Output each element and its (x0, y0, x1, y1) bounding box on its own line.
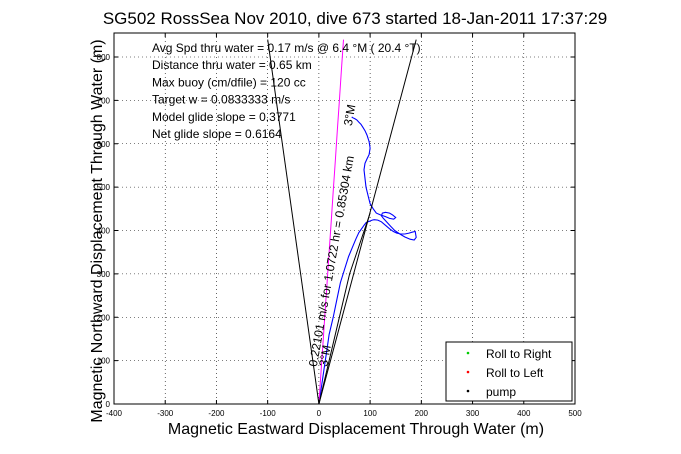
x-tick-label: 100 (363, 409, 377, 418)
legend: Roll to Right Roll to Left pump (445, 341, 573, 402)
y-axis-label: Magnetic Northward Displacement Through … (89, 39, 106, 422)
stats-annotations: Avg Spd thru water = 0.17 m/s @ 6.4 °M (… (152, 41, 421, 141)
stats-line: Distance thru water = 0.65 km (152, 58, 312, 72)
series-line-wedge-left (267, 39, 320, 405)
y-tick-label: 500 (97, 183, 111, 192)
y-tick-label: 100 (97, 357, 111, 366)
x-tick-label: -300 (157, 409, 174, 418)
stats-line: Net glide slope = 0.6164 (152, 127, 282, 141)
x-tick-label: 0 (317, 409, 322, 418)
y-tick-label: 200 (97, 313, 111, 322)
axes-frame (113, 32, 576, 405)
track-annotation: 3°M (316, 344, 334, 368)
x-tick-label: -100 (260, 409, 277, 418)
x-tick-label: -200 (208, 409, 225, 418)
legend-label: Roll to Right (486, 347, 552, 361)
x-tick-label: 500 (568, 409, 582, 418)
series-line-track-overlay (318, 39, 344, 405)
axes: -400 -300 -200 -100 0 100 200 300 400 500 0 100 200 3… (97, 32, 582, 418)
series-layer (267, 39, 417, 405)
stats-line: Target w = 0.0833333 m/s (152, 93, 290, 107)
legend-marker (466, 351, 470, 355)
y-tick-label: 800 (97, 53, 111, 62)
series-line-heading-line (318, 212, 371, 405)
track-annotation: 3°M (341, 103, 359, 127)
x-tick-label: 300 (466, 409, 480, 418)
legend-label: pump (486, 385, 516, 399)
x-tick-label: 200 (415, 409, 429, 418)
x-tick-label: -400 (106, 409, 123, 418)
legend-label: Roll to Left (486, 366, 544, 380)
x-axis-label: Magnetic Eastward Displacement Through W… (168, 421, 544, 438)
stats-line: Avg Spd thru water = 0.17 m/s @ 6.4 °M (… (152, 41, 421, 55)
chart-title: SG502 RossSea Nov 2010, dive 673 started… (103, 9, 607, 28)
y-tick-label: 300 (97, 270, 111, 279)
legend-marker (466, 389, 470, 393)
grid-lines (114, 33, 575, 404)
stats-line: Model glide slope = 0.3771 (152, 110, 296, 124)
x-tick-label: 400 (517, 409, 531, 418)
legend-marker (466, 370, 470, 374)
y-tick-label: 0 (106, 400, 111, 409)
stats-line: Max buoy (cm/dfile) = 120 cc (152, 75, 306, 89)
y-tick-label: 400 (97, 227, 111, 236)
y-tick-label: 700 (97, 96, 111, 105)
series-line-track (318, 116, 417, 405)
y-tick-label: 600 (97, 140, 111, 149)
